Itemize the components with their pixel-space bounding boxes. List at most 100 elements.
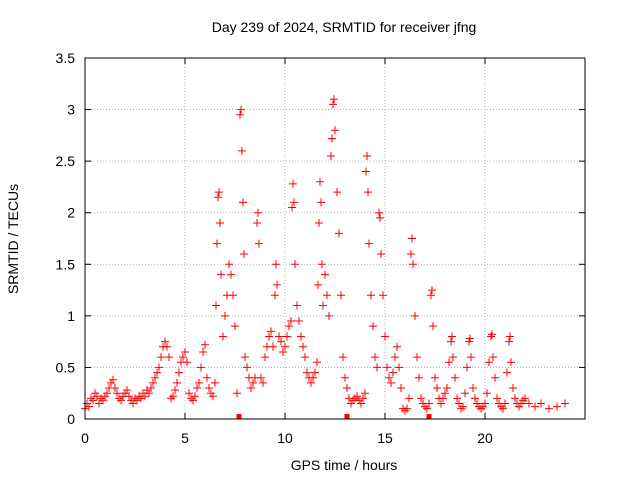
data-point [238, 146, 246, 155]
data-point [153, 368, 161, 377]
data-series-srmtid [81, 95, 569, 415]
data-point [272, 260, 280, 269]
data-point [469, 384, 477, 393]
data-point [359, 394, 367, 403]
data-point [311, 368, 319, 377]
data-point [362, 167, 370, 176]
data-point [369, 322, 377, 331]
data-point [237, 105, 245, 114]
data-point [293, 301, 301, 310]
data-point [323, 291, 331, 300]
gap-marker [344, 414, 350, 419]
data-point [318, 260, 326, 269]
data-point [391, 353, 399, 362]
data-point [167, 394, 175, 403]
data-point [187, 394, 195, 403]
data-point [275, 332, 283, 341]
data-point [173, 378, 181, 387]
data-point [109, 375, 117, 384]
data-point [553, 402, 561, 411]
data-point [213, 239, 221, 248]
data-point [259, 378, 267, 387]
data-point [303, 368, 311, 377]
data-point [287, 317, 295, 326]
data-point [453, 394, 461, 403]
data-point [373, 363, 381, 372]
data-point [301, 353, 309, 362]
data-point [397, 384, 405, 393]
data-point [448, 332, 456, 341]
data-point [429, 322, 437, 331]
data-point [247, 384, 255, 393]
data-point [451, 373, 459, 382]
data-point [257, 373, 265, 382]
data-point [339, 353, 347, 362]
data-point [395, 363, 403, 372]
data-point [493, 394, 501, 403]
data-point [376, 213, 384, 222]
data-point [133, 396, 141, 405]
x-tick-label: 10 [277, 430, 293, 446]
data-point [477, 404, 485, 413]
data-point [545, 404, 553, 413]
data-point [425, 399, 433, 408]
data-point [147, 384, 155, 393]
data-point [501, 399, 509, 408]
data-point [212, 301, 220, 310]
data-point [471, 394, 479, 403]
data-point [215, 188, 223, 197]
data-point [443, 384, 451, 393]
data-point [214, 193, 222, 202]
data-point [333, 188, 341, 197]
data-point [449, 353, 457, 362]
data-point [428, 286, 436, 295]
data-point [363, 151, 371, 160]
data-point [209, 392, 217, 401]
y-tick-label: 3 [67, 102, 75, 118]
data-point [343, 384, 351, 393]
data-point [431, 373, 439, 382]
data-point [361, 389, 369, 398]
data-point [165, 353, 173, 362]
y-tick-label: 1 [67, 308, 75, 324]
data-point [485, 358, 493, 367]
data-point [437, 399, 445, 408]
data-point [401, 406, 409, 415]
data-point [145, 389, 153, 398]
data-point [277, 337, 285, 346]
data-point [357, 399, 365, 408]
data-point [314, 280, 322, 289]
data-point [103, 389, 111, 398]
data-point [267, 327, 275, 336]
data-point [439, 394, 447, 403]
data-point [255, 239, 263, 248]
data-point [271, 291, 279, 300]
y-tick-label: 2 [67, 205, 75, 221]
data-point [409, 260, 417, 269]
data-point [123, 386, 131, 395]
y-tick-label: 0 [67, 411, 75, 427]
data-point [115, 394, 123, 403]
data-point [327, 151, 335, 160]
data-point [511, 394, 519, 403]
data-point [467, 353, 475, 362]
data-point [85, 402, 93, 411]
data-point [441, 389, 449, 398]
x-tick-label: 5 [181, 430, 189, 446]
data-point [330, 95, 338, 104]
data-point [325, 311, 333, 320]
data-point [231, 322, 239, 331]
data-point [233, 389, 241, 398]
data-point [423, 404, 431, 413]
y-axis-label: SRMTID / TECUs [5, 184, 21, 294]
data-point [309, 373, 317, 382]
data-point [236, 110, 244, 119]
data-point [427, 291, 435, 300]
data-point [393, 342, 401, 351]
data-point [89, 396, 97, 405]
data-point [217, 270, 225, 279]
data-point [93, 392, 101, 401]
data-point [447, 337, 455, 346]
data-point [503, 368, 511, 377]
data-point [317, 198, 325, 207]
